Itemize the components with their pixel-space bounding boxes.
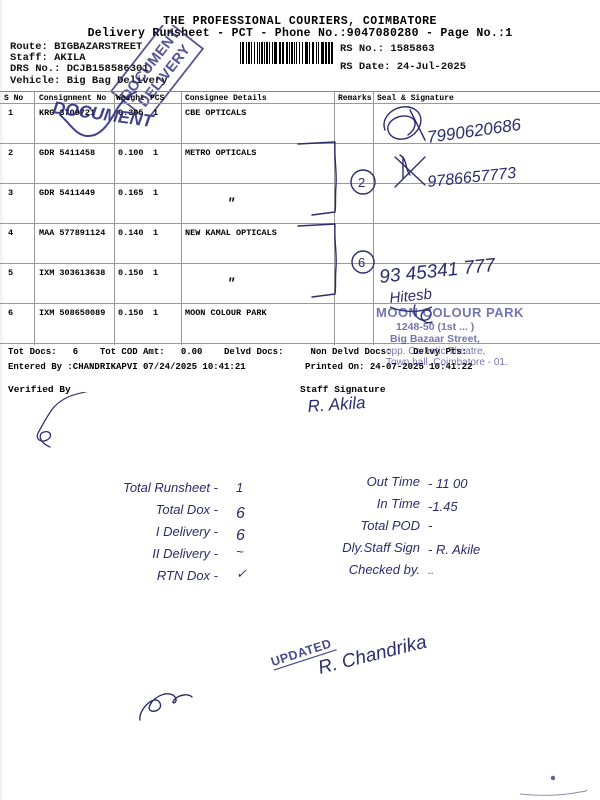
svg-text:Total POD: Total POD — [361, 518, 421, 533]
svg-text:1: 1 — [236, 480, 243, 495]
svg-text:Out Time: Out Time — [367, 474, 420, 489]
svg-text:I Delivery -: I Delivery - — [156, 524, 219, 539]
svg-text:..: .. — [428, 565, 434, 577]
svg-text:7990620686: 7990620686 — [426, 115, 523, 147]
svg-text:6: 6 — [358, 255, 365, 270]
svg-text:-1.45: -1.45 — [428, 499, 458, 514]
svg-text:6: 6 — [236, 527, 245, 544]
svg-text:R. Akila: R. Akila — [308, 393, 366, 416]
svg-text:9786657773: 9786657773 — [427, 165, 517, 191]
svg-text:~: ~ — [236, 544, 244, 559]
svg-text:Town hall, Coimbatore - 01.: Town hall, Coimbatore - 01. — [386, 357, 508, 366]
svg-text:Dly.Staff Sign: Dly.Staff Sign — [342, 540, 420, 555]
svg-text:Big Bazaar Street,: Big Bazaar Street, — [390, 333, 480, 345]
svg-text:RTN Dox -: RTN Dox - — [157, 568, 219, 583]
svg-text:DOCUMENT: DOCUMENT — [52, 97, 156, 131]
svg-text:Total Runsheet -: Total Runsheet - — [123, 480, 219, 495]
svg-text:1248-50 (1st ... ): 1248-50 (1st ... ) — [396, 321, 474, 333]
svg-text:opp. Carnatic Theatre,: opp. Carnatic Theatre, — [386, 346, 485, 357]
svg-text:✓: ✓ — [236, 566, 247, 581]
svg-text:R. Chandrika: R. Chandrika — [316, 632, 429, 679]
svg-text:-: - — [428, 518, 433, 533]
svg-text:6: 6 — [236, 505, 245, 522]
svg-text:Checked by.: Checked by. — [349, 562, 420, 577]
svg-text:II Delivery -: II Delivery - — [152, 546, 218, 561]
svg-text:- R. Akile: - R. Akile — [428, 542, 480, 557]
svg-text:MOON COLOUR PARK: MOON COLOUR PARK — [376, 305, 524, 320]
svg-text:2: 2 — [358, 175, 365, 190]
svg-text:In Time: In Time — [377, 496, 420, 511]
svg-text:Total Dox -: Total Dox - — [156, 502, 219, 517]
svg-text:- 11 00: - 11 00 — [428, 476, 468, 491]
